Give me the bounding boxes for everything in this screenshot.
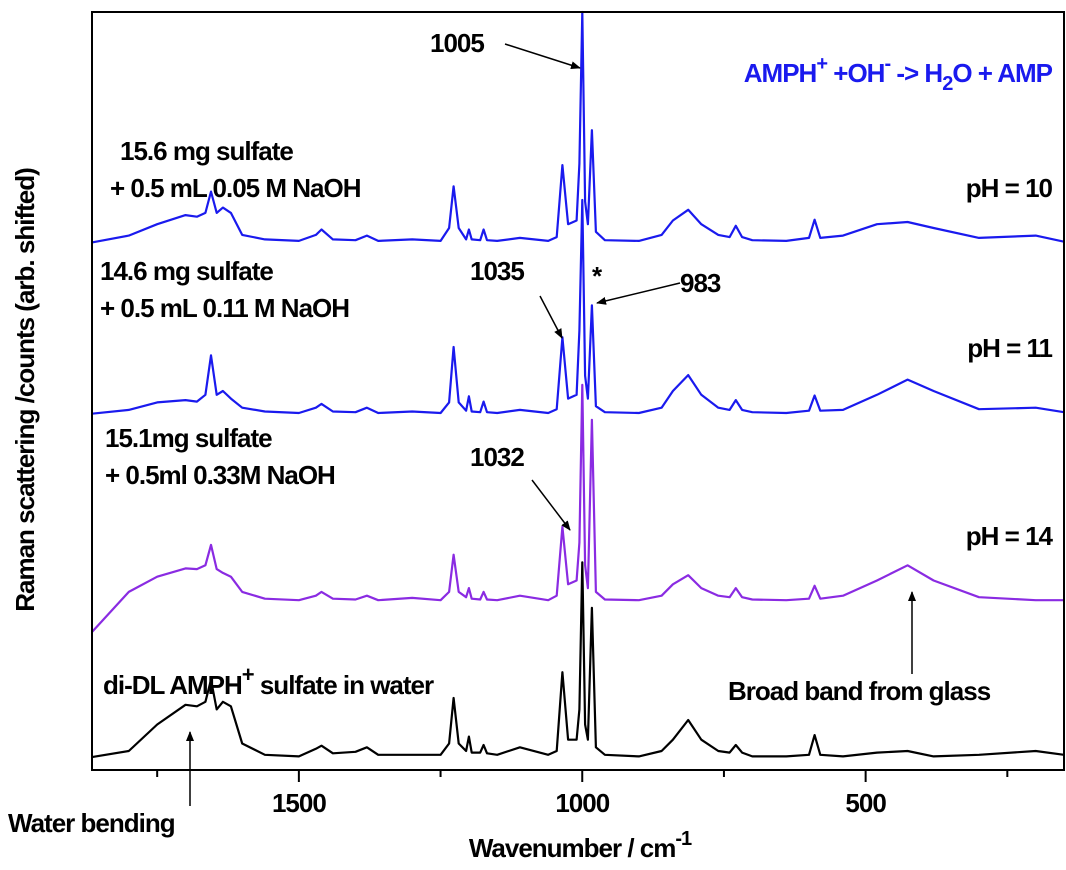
x-tick-label: 500: [845, 788, 886, 818]
label-part: di-DL AMPH: [103, 670, 242, 700]
label-sup: +: [242, 662, 254, 687]
reaction-part: -: [884, 53, 890, 75]
spectrum-line: [91, 10, 1065, 244]
reaction-part: +: [816, 53, 827, 75]
annotation: Broad band from glass: [728, 676, 991, 706]
spectrum-line: [91, 383, 1064, 633]
x-tick-label: 1500: [272, 788, 326, 818]
series-label: pH = 14: [966, 521, 1054, 551]
annotation: 983: [680, 268, 721, 298]
x-axis-label-main: Wavenumber / cm: [469, 833, 676, 863]
annotation: 1032: [470, 442, 524, 472]
x-axis-label-sup: -1: [675, 828, 692, 850]
series-label: pH = 10: [966, 173, 1053, 203]
annotation-arrow: [504, 43, 581, 70]
annotation: *: [592, 261, 603, 291]
spectrum-line: [91, 561, 1065, 759]
sample-label: + 0.5ml 0.33M NaOH: [105, 460, 335, 490]
sample-label: + 0.5 mL 0.11 M NaOH: [100, 293, 349, 323]
sample-label: di-DL AMPH+ sulfate in water: [103, 662, 434, 700]
spectrum-line: [91, 198, 1065, 415]
y-axis-label: Raman scattering /counts (arb. shifted): [10, 168, 40, 612]
x-tick-label: 1000: [555, 788, 609, 818]
annotation-arrow: [539, 295, 563, 339]
sample-label: + 0.5 mL 0.05 M NaOH: [110, 173, 361, 203]
reaction-part: 2: [942, 73, 953, 95]
x-axis-label: Wavenumber / cm-1: [469, 828, 692, 863]
annotation-arrow: [531, 479, 571, 531]
reaction-part: AMPH: [744, 58, 817, 88]
annotation-arrow: [596, 282, 681, 305]
reaction-label: AMPH+ +OH- -> H2O + AMP: [744, 53, 1053, 95]
series-label: pH = 11: [967, 333, 1052, 363]
label-part: sulfate in water: [254, 670, 434, 700]
sample-label: 14.6 mg sulfate: [100, 256, 273, 286]
sample-label: 15.6 mg sulfate: [120, 136, 293, 166]
annotation: Water bending: [8, 808, 175, 838]
annotation: 1005: [430, 28, 484, 58]
annotation: 1035: [470, 256, 524, 286]
plot-frame: [91, 11, 1065, 771]
sample-label: 15.1mg sulfate: [105, 423, 272, 453]
reaction-part: -> H: [890, 58, 942, 88]
reaction-part: +OH: [827, 58, 885, 88]
reaction-part: O + AMP: [952, 58, 1052, 88]
